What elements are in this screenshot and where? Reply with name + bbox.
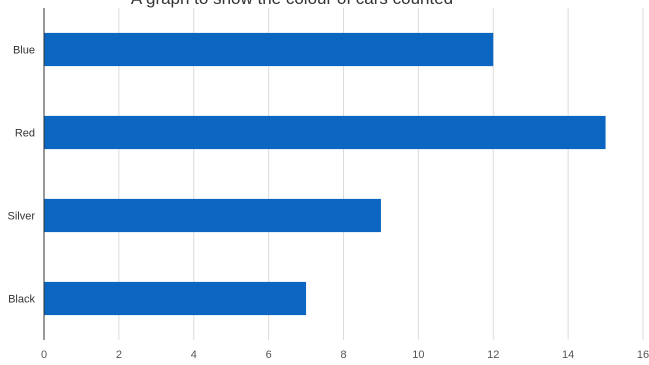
category-label-blue: Blue [13,45,35,57]
x-tick-label: 6 [266,349,272,361]
bar-red [44,115,606,150]
bar-blue [44,32,494,67]
x-tick-label: 8 [340,349,346,361]
bar-black [44,281,307,316]
x-tick-label: 2 [116,349,122,361]
x-tick-label: 12 [487,349,499,361]
category-label-silver: Silver [7,211,35,223]
chart-title: A graph to show the colour of cars count… [131,0,453,8]
x-tick-label: 16 [637,349,649,361]
x-tick-label: 14 [562,349,574,361]
x-tick-label: 4 [191,349,197,361]
x-tick-label: 10 [412,349,424,361]
category-label-red: Red [15,128,35,140]
category-label-black: Black [8,294,35,306]
x-tick-label: 0 [41,349,47,361]
bar-silver [44,198,381,233]
